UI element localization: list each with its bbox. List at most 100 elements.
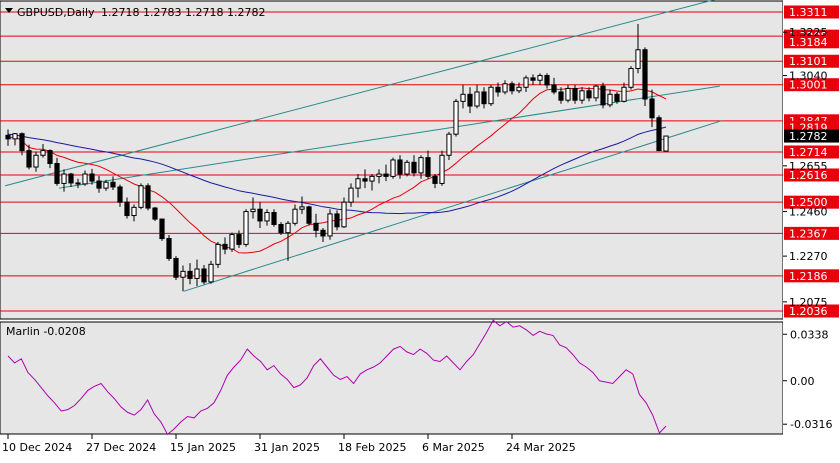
candle-bear	[201, 268, 207, 283]
candle-bear	[19, 133, 25, 152]
candle-bear	[425, 157, 431, 177]
level-label-bg	[784, 226, 839, 240]
candle-bull	[348, 187, 354, 203]
level-label: 1.3184	[789, 36, 828, 49]
ma-slow-line	[7, 126, 667, 215]
candle-bear	[54, 162, 60, 184]
candle-bear	[75, 182, 81, 185]
candlesticks	[5, 23, 669, 292]
level-label: 1.2616	[789, 169, 828, 182]
level-label: 1.3101	[789, 55, 828, 68]
level-label-bg	[784, 5, 839, 19]
candle-bull	[628, 68, 634, 88]
candle-bull	[215, 243, 221, 265]
osc-axis-label: 0.0338	[790, 328, 829, 341]
candle-bear	[110, 181, 116, 188]
candle-bear	[117, 186, 123, 203]
candle-bear	[96, 180, 102, 189]
current-price-bg	[784, 129, 839, 143]
candle-bear	[432, 175, 438, 184]
level-label-bg	[784, 195, 839, 209]
level-label-bg	[784, 168, 839, 182]
candle-bear	[586, 90, 592, 99]
candle-bear	[159, 218, 165, 240]
candle-bull	[355, 178, 361, 189]
candle-bull	[439, 154, 445, 184]
candle-bear	[509, 83, 515, 92]
price-tick-label: 1.2655	[789, 160, 828, 173]
candle-bull	[404, 161, 410, 175]
candle-bear	[257, 208, 263, 222]
price-tick-label: 1.3040	[789, 70, 828, 83]
osc-axis-label: -0.0316	[790, 418, 832, 431]
candle-bear	[383, 173, 389, 177]
candle-bear	[530, 77, 536, 81]
indicator-plot-area	[0, 321, 784, 435]
level-label: 1.2036	[789, 305, 828, 318]
candle-bull	[285, 222, 291, 234]
time-tick-label: 18 Feb 2025	[338, 441, 406, 454]
candle-bear	[411, 161, 417, 174]
level-label: 1.2500	[789, 196, 828, 209]
candle-bull	[593, 85, 599, 99]
candle-bull	[194, 268, 200, 279]
candle-bull	[138, 185, 144, 208]
time-tick-label: 15 Jan 2025	[170, 441, 236, 454]
candle-bull	[61, 173, 67, 184]
symbol-label: GBPUSD,Daily	[17, 6, 95, 19]
candle-bull	[488, 86, 494, 105]
time-tick-label: 31 Jan 2025	[254, 441, 320, 454]
candle-bear	[278, 223, 284, 234]
candle-bear	[600, 85, 606, 106]
level-label: 1.3001	[789, 79, 828, 92]
price-tick-label: 1.3225	[789, 26, 828, 39]
candle-bull	[180, 270, 186, 278]
candle-bull	[460, 93, 466, 102]
candle-bear	[5, 134, 11, 140]
candle-bear	[572, 87, 578, 101]
oscillator-line	[7, 319, 667, 436]
candle-bear	[467, 93, 473, 107]
dropdown-triangle-icon[interactable]	[5, 8, 13, 13]
candle-bull	[537, 75, 543, 81]
candle-bear	[306, 206, 312, 224]
candle-bull	[579, 90, 585, 101]
candle-bear	[649, 98, 655, 119]
candle-bull	[229, 234, 235, 250]
candle-bear	[145, 185, 151, 209]
candle-bull	[376, 173, 382, 177]
candle-bear	[397, 159, 403, 175]
candle-bear	[656, 117, 662, 152]
candle-bear	[544, 75, 550, 86]
candle-bull	[250, 208, 256, 213]
candle-bear	[89, 173, 95, 182]
candle-bull	[446, 133, 452, 156]
candle-bull	[523, 77, 529, 88]
time-tick-label: 10 Dec 2024	[2, 441, 72, 454]
time-tick-label: 24 Mar 2025	[506, 441, 576, 454]
level-label: 1.3311	[789, 6, 828, 19]
candle-bull	[502, 83, 508, 93]
candle-bear	[614, 93, 620, 102]
candle-bear	[152, 207, 158, 220]
candle-bull	[327, 213, 333, 237]
level-label-bg	[784, 35, 839, 49]
channel-line	[5, 0, 716, 187]
candle-bear	[173, 257, 179, 278]
candle-bear	[47, 150, 53, 164]
candle-bull	[264, 212, 270, 222]
candle-bull	[243, 211, 249, 245]
channel-line	[183, 120, 722, 292]
candle-bull	[418, 157, 424, 174]
candle-bear	[26, 150, 32, 168]
candle-bull	[565, 87, 571, 101]
candle-bear	[334, 213, 340, 228]
candle-bull	[208, 263, 214, 283]
candle-bear	[551, 84, 557, 93]
candle-bull	[299, 206, 305, 210]
level-label-bg	[784, 78, 839, 92]
candle-bull	[103, 181, 109, 189]
osc-axis-label: 0.00	[790, 375, 815, 388]
price-tick-label: 1.2460	[789, 206, 828, 219]
